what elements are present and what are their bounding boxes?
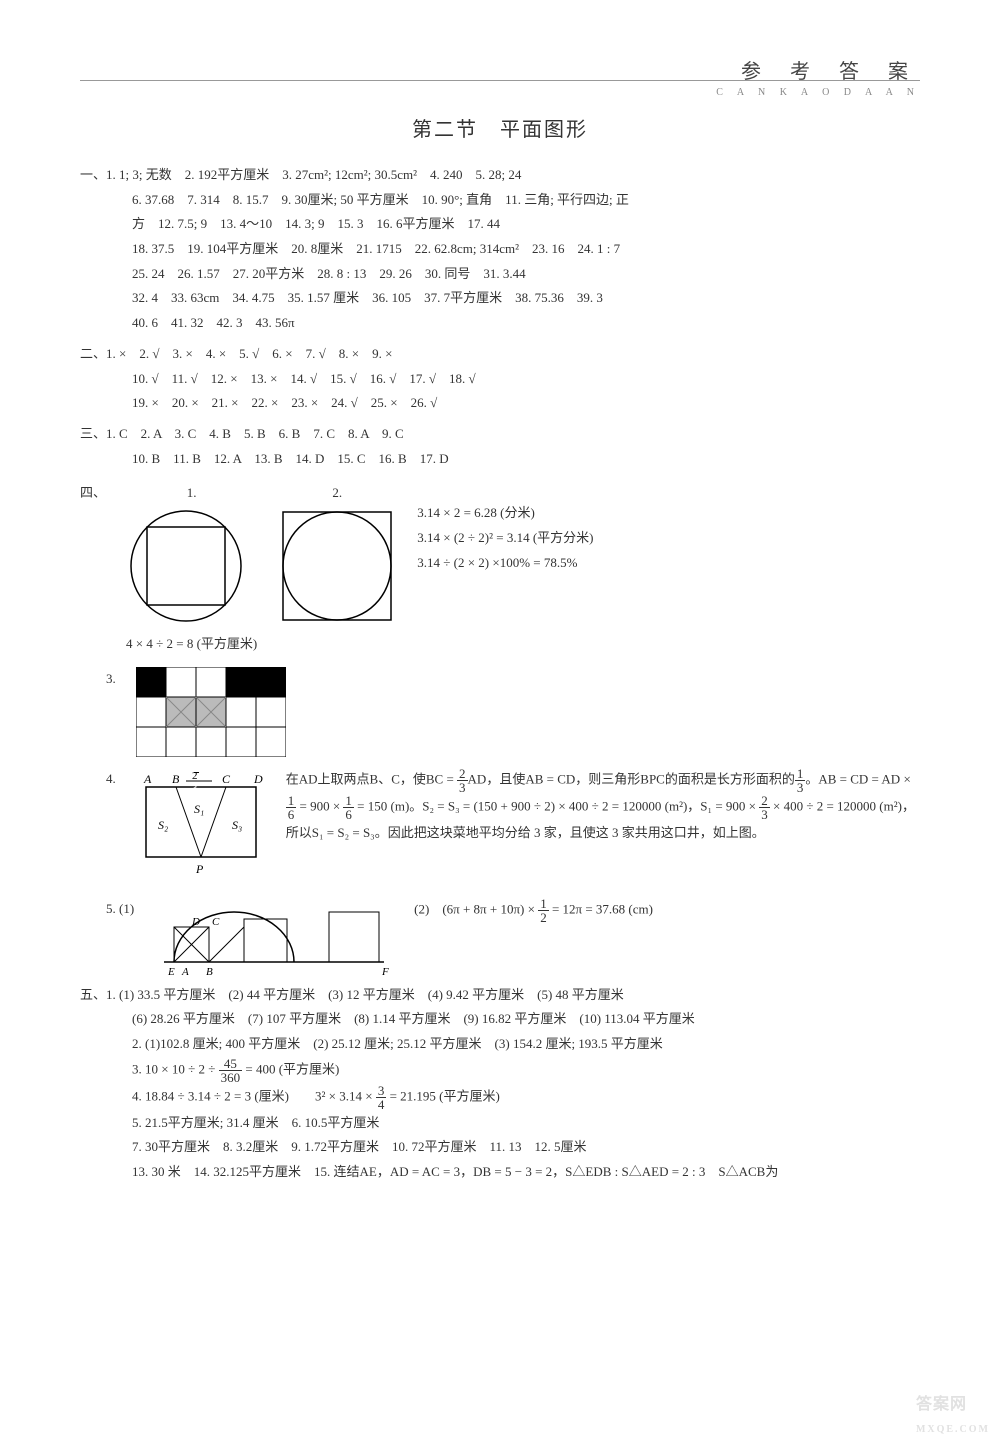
part-5: 五、1. (1) 33.5 平方厘米 (2) 44 平方厘米 (3) 12 平方… [80,983,920,1185]
rect-triangle-icon: A B C D P S₁ S₂ S₃ 23 ⎯ [136,767,266,887]
f16na: 1 [286,794,297,808]
part-3: 三、1. C 2. A 3. C 4. B 5. B 6. B 7. C 8. … [80,422,920,471]
p5-t1: 7. 30平方厘米 8. 3.2厘米 9. 1.72平方厘米 10. 72平方厘… [80,1135,920,1160]
p5-l0: 1. (1) 33.5 平方厘米 (2) 44 平方厘米 (3) 12 平方厘米… [106,987,624,1002]
q44a: 在AD上取两点B、C，使BC = [286,771,457,786]
svg-text:⎯: ⎯ [194,767,199,778]
l3d: 360 [219,1071,243,1084]
square-circle-icon [277,506,397,626]
grid-shaded-icon [136,667,286,757]
svg-text:S₁: S₁ [194,802,204,816]
q45b: = 12π = 37.68 (cm) [549,901,653,916]
p3-l1: 10. B 11. B 12. A 13. B 14. D 15. C 16. … [80,447,920,472]
p2-l0: 1. × 2. √ 3. × 4. × 5. √ 6. × 7. √ 8. × … [106,346,392,361]
svg-text:B: B [172,772,180,786]
q4-2-line2: 3.14 × (2 ÷ 2)² = 3.14 (平方分米) [417,526,593,551]
wm-small: MXQE.COM [916,1420,990,1439]
l4b: = 21.195 (平方厘米) [386,1088,500,1103]
f23n2: 2 [759,794,770,808]
f16db: 6 [343,808,354,821]
svg-text:C: C [222,772,231,786]
p5-l3: 3. 10 × 10 ÷ 2 ÷ 45360 = 400 (平方厘米) [80,1057,920,1084]
svg-text:F: F [381,966,389,977]
section-title: 第二节 平面图形 [80,111,920,149]
p1-l0: 1. 1; 3; 无数 2. 192平方厘米 3. 27cm²; 12cm²; … [106,167,521,182]
p5-l4: 4. 18.84 ÷ 3.14 ÷ 2 = 3 (厘米) 3² × 3.14 ×… [80,1084,920,1111]
p5-t0: 5. 21.5平方厘米; 31.4 厘米 6. 10.5平方厘米 [80,1111,920,1136]
header-pinyin: C A N K A O D A A N [716,83,920,102]
q4-3-label: 3. [106,667,116,692]
q44d: = 900 × [296,798,343,813]
svg-text:A: A [143,772,152,786]
p2-l2: 19. × 20. × 21. × 22. × 23. × 24. √ 25. … [80,391,920,416]
svg-text:C: C [212,916,220,928]
f13n: 1 [795,767,806,781]
l4d: 4 [376,1098,387,1111]
wm-big: 答案网 [916,1396,967,1413]
part5-lead: 五、 [80,987,106,1002]
f16nb: 1 [343,794,354,808]
l4a: 4. 18.84 ÷ 3.14 ÷ 2 = 3 (厘米) 3² × 3.14 × [132,1088,376,1103]
q4-5-right: (2) (6π + 8π + 10π) × 12 = 12π = 37.68 (… [414,897,653,924]
q4-1-label: 1. [187,485,197,500]
svg-text:S₃: S₃ [232,818,242,832]
svg-text:P: P [195,862,204,876]
fig-q4-1: 1. 4 × 4 ÷ 2 = 8 (平方厘米) [126,481,257,656]
f23n: 2 [457,767,468,781]
q4-1-caption: 4 × 4 ÷ 2 = 8 (平方厘米) [126,632,257,657]
svg-text:E: E [167,966,175,977]
fig-q4-2: 2. [277,481,397,626]
q4-4-text: 在AD上取两点B、C，使BC = 23AD，且使AB = CD，则三角形BPC的… [286,767,920,846]
part-2: 二、1. × 2. √ 3. × 4. × 5. √ 6. × 7. √ 8. … [80,342,920,416]
halfn: 1 [538,897,549,911]
q4-2-calc: 3.14 × 2 = 6.28 (分米) 3.14 × (2 ÷ 2)² = 3… [417,481,593,575]
semicircles-icon: DC EA B F [154,897,394,977]
p1-l3: 18. 37.5 19. 104平方厘米 20. 8厘米 21. 1715 22… [80,237,920,262]
q4-5-label: 5. (1) [106,897,134,922]
part2-lead: 二、 [80,346,106,361]
l3b: = 400 (平方厘米) [242,1061,339,1076]
f23d: 3 [457,781,468,794]
svg-text:3: 3 [192,782,198,794]
svg-text:B: B [206,966,213,977]
q44c: 。AB = CD = AD × [805,771,910,786]
q4-2-label: 2. [332,485,342,500]
l4n: 3 [376,1084,387,1098]
part1-lead: 一、 [80,167,106,182]
header-rule: 参 考 答 案 C A N K A O D A A N [80,80,920,81]
l3a: 3. 10 × 10 ÷ 2 ÷ [132,1061,219,1076]
p1-l5: 32. 4 33. 63cm 34. 4.75 35. 1.57 厘米 36. … [80,286,920,311]
part-4: 四、 1. 4 × 4 ÷ 2 = 8 (平方厘米) 2. 3.14 × 2 =… [80,481,920,976]
watermark: 答案网 MXQE.COM [916,1390,990,1439]
p1-l1: 6. 37.68 7. 314 8. 15.7 9. 30厘米; 50 平方厘米… [80,188,920,213]
q44e: = 150 (m)。S₂ = S₃ = (150 + 900 ÷ 2) × 40… [354,798,759,813]
svg-text:D: D [253,772,263,786]
p5-l1: (6) 28.26 平方厘米 (7) 107 平方厘米 (8) 1.14 平方厘… [80,1007,920,1032]
p5-l2: 2. (1)102.8 厘米; 400 平方厘米 (2) 25.12 厘米; 2… [80,1032,920,1057]
p5-t2: 13. 30 米 14. 32.125平方厘米 15. 连结AE，AD = AC… [80,1160,920,1185]
circle-square-icon [126,506,246,626]
p1-l6: 40. 6 41. 32 42. 3 43. 56π [80,311,920,336]
part-1: 一、1. 1; 3; 无数 2. 192平方厘米 3. 27cm²; 12cm²… [80,163,920,336]
halfd: 2 [538,911,549,924]
svg-text:D: D [191,916,200,928]
p2-l1: 10. √ 11. √ 12. × 13. × 14. √ 15. √ 16. … [80,367,920,392]
p3-l0: 1. C 2. A 3. C 4. B 5. B 6. B 7. C 8. A … [106,426,404,441]
f13d: 3 [795,781,806,794]
q4-4-label: 4. [106,767,116,792]
svg-text:A: A [181,966,189,977]
p1-l4: 25. 24 26. 1.57 27. 20平方米 28. 8 : 13 29.… [80,262,920,287]
q4-2-line3: 3.14 ÷ (2 × 2) ×100% = 78.5% [417,551,593,576]
l3n: 45 [219,1057,243,1071]
f16da: 6 [286,808,297,821]
svg-text:S₂: S₂ [158,818,168,832]
q44b: AD，且使AB = CD，则三角形BPC的面积是长方形面积的 [468,771,795,786]
q4-2-line1: 3.14 × 2 = 6.28 (分米) [417,501,593,526]
p1-l2: 方 12. 7.5; 9 13. 4～10 14. 3; 9 15. 3 16.… [80,212,920,237]
f23d2: 3 [759,808,770,821]
part3-lead: 三、 [80,426,106,441]
part4-lead: 四、 [80,481,106,506]
q45a: (2) (6π + 8π + 10π) × [414,901,538,916]
